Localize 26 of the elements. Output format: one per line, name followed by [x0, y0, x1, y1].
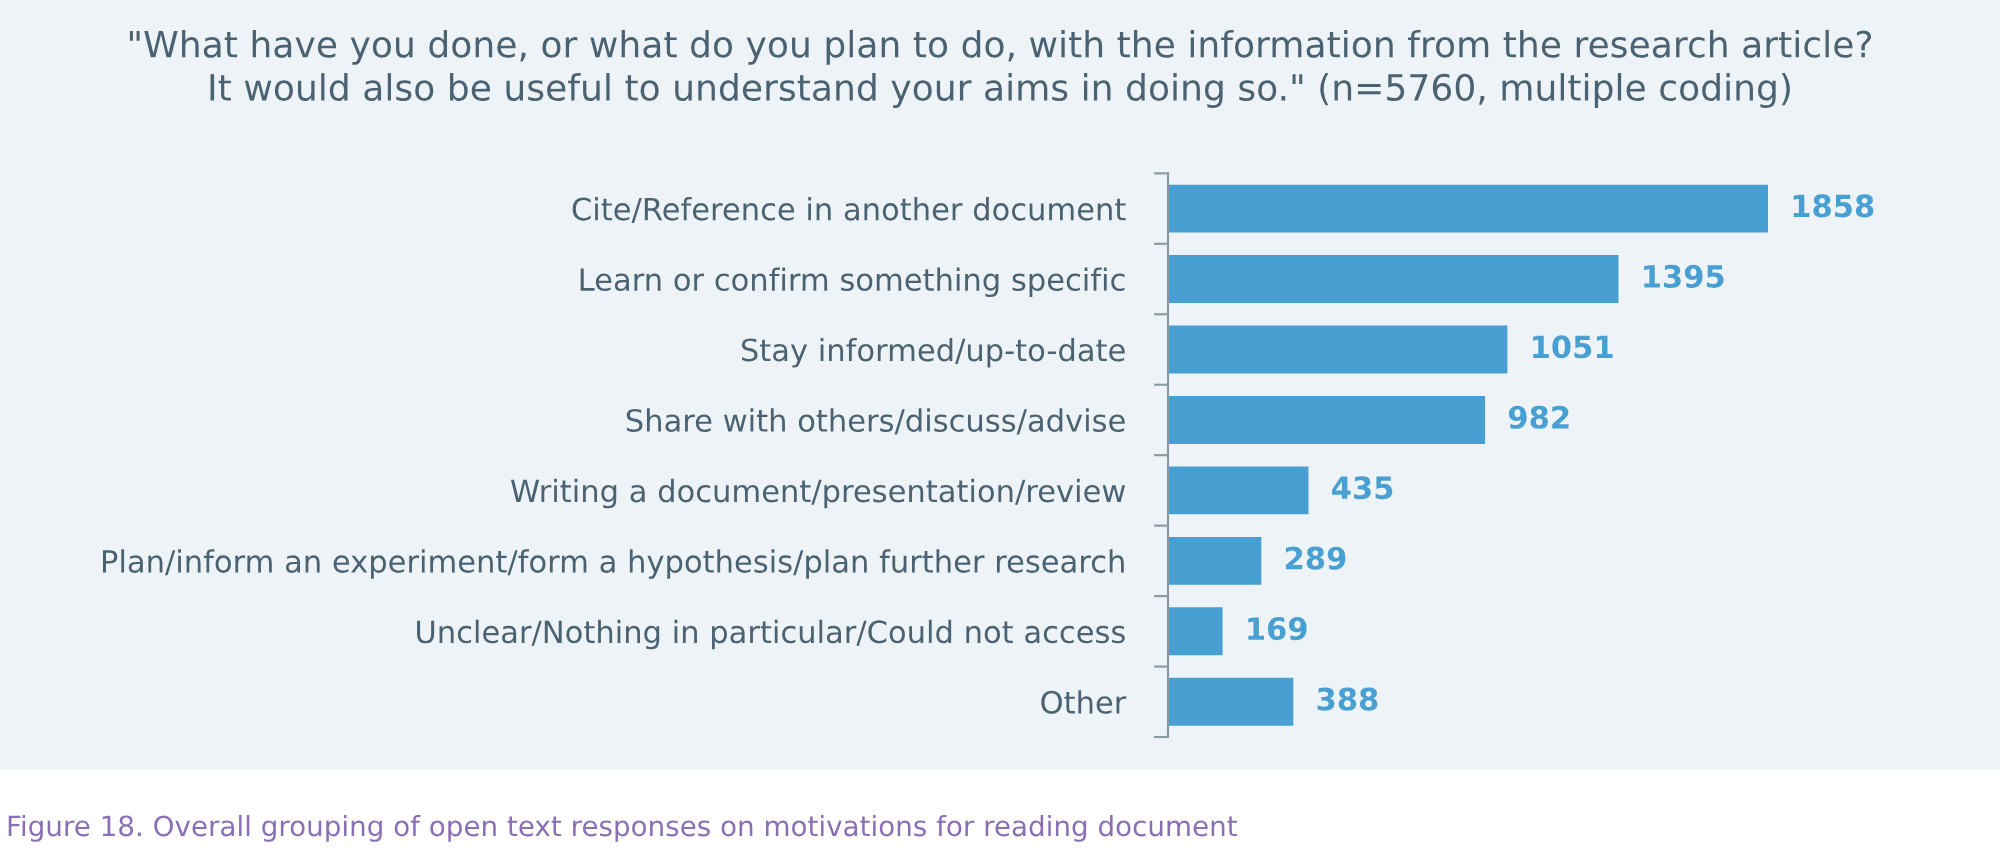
data-label: 1051: [1533, 335, 1613, 359]
data-label: 435: [1332, 476, 1393, 500]
y-tick-label: Writing a document/presentation/review: [510, 478, 1126, 509]
chart-title: "What have you done, or what do you plan to do, with the information from the research article? It would also be useful to understand your aims in doing so." (n=5760, multiple coding): [129, 29, 1872, 109]
data-label: 388: [1317, 687, 1378, 711]
bar: [1168, 184, 1768, 233]
y-tick-label: Share with others/discuss/advise: [626, 408, 1125, 435]
data-label: 289: [1285, 546, 1346, 570]
y-tick-label: Stay informed/up-to-date: [741, 337, 1125, 368]
y-tick-label: Plan/inform an experiment/form a hypothesis/plan further research: [102, 549, 1124, 579]
bar: [1168, 607, 1223, 656]
y-tick-label: Unclear/Nothing in particular/Could not access: [417, 619, 1125, 650]
caption: Figure 18. Overall grouping of open text responses on motivations for reading document: [8, 814, 1237, 842]
bar: [1168, 677, 1294, 726]
bar: [1168, 255, 1619, 303]
data-label: 1395: [1644, 264, 1724, 288]
bar: [1168, 396, 1486, 444]
bar: [1168, 325, 1508, 374]
bar: [1168, 466, 1309, 515]
y-tick-label: Cite/Reference in another document: [572, 196, 1126, 224]
y-tick-label: Other: [1041, 690, 1127, 714]
bar: [1168, 536, 1262, 585]
y-tick-label: Learn or confirm something specific: [580, 267, 1125, 298]
data-label: 169: [1248, 617, 1307, 641]
data-label: 1858: [1793, 194, 1874, 218]
data-label: 982: [1508, 405, 1569, 429]
